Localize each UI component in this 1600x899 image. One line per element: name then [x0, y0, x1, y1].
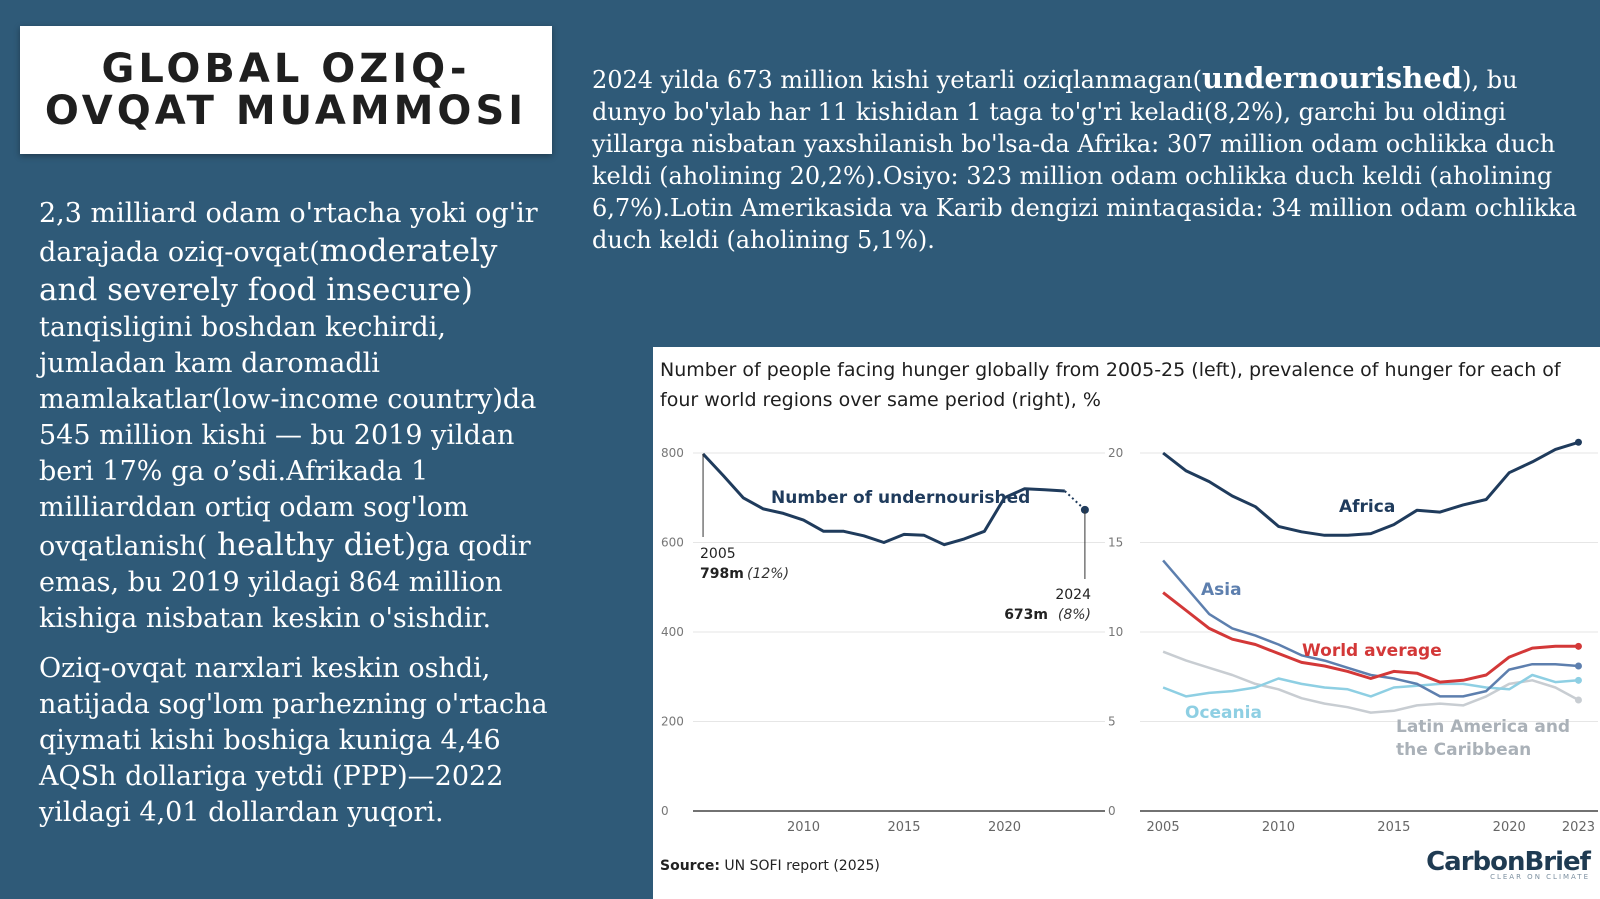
right-y-tick-label: 15 — [1108, 536, 1123, 550]
latin-america-series-label-line1: Latin America and — [1396, 717, 1570, 737]
annotation-2005-year: 2005 — [700, 546, 736, 562]
series-end-point — [1574, 438, 1582, 446]
series-end-point — [1574, 662, 1582, 670]
series-line-asia — [1162, 559, 1579, 698]
right-p-part1: 2024 yilda 673 million kishi yetarli ozi… — [592, 66, 1202, 94]
source-text: UN SOFI report (2025) — [719, 858, 880, 874]
right-x-tick-label: 2005 — [1147, 820, 1180, 835]
right-x-tick-label: 2015 — [1377, 820, 1410, 835]
series-line-world-average — [1162, 591, 1579, 684]
undernourished-series-label: Number of undernourished — [771, 488, 1030, 508]
left-p1-part2: moderately and severely food insecure) — [39, 233, 498, 308]
left-p1-part1: 2,3 milliard odam o'rtacha yoki og'ir da… — [39, 198, 538, 268]
left-paragraph-1: 2,3 milliard odam o'rtacha yoki og'ir da… — [39, 196, 559, 637]
title-card: GLOBAL OZIQ-OVQAT MUAMMOSI — [20, 26, 552, 154]
left-x-tick-label: 2010 — [787, 820, 820, 835]
right-y-tick-label: 5 — [1108, 715, 1116, 729]
series-line-oceania — [1162, 673, 1579, 698]
right-y-tick-label: 20 — [1108, 446, 1123, 460]
annotation-2024-pct: (8%) — [1058, 607, 1091, 623]
right-x-tick-label: 2020 — [1493, 820, 1526, 835]
chart-source: Source: UN SOFI report (2025) — [660, 858, 880, 874]
left-y-tick-label: 200 — [661, 715, 684, 729]
brand-tagline: CLEAR ON CLIMATE — [1490, 873, 1590, 881]
left-y-tick-label: 400 — [661, 625, 684, 639]
left-p1-part3: tanqisligini boshdan kechirdi, jumladan … — [39, 312, 537, 562]
series-end-point — [1574, 696, 1582, 704]
latin-america-series-label-line2: the Caribbean — [1396, 740, 1531, 760]
page-title: GLOBAL OZIQ-OVQAT MUAMMOSI — [44, 46, 528, 134]
brand-name: CarbonBrief — [1426, 847, 1591, 877]
series-line-africa — [1162, 440, 1579, 537]
left-paragraph-2: Oziq-ovqat narxlari keskin oshdi, natija… — [39, 653, 548, 828]
africa-series-label: Africa — [1339, 497, 1395, 517]
undernourished-line-projection — [1064, 490, 1086, 511]
left-text-column: 2,3 milliard odam o'rtacha yoki og'ir da… — [39, 196, 559, 845]
left-y-tick-label: 800 — [661, 446, 684, 460]
left-p1-part4: healthy diet) — [207, 527, 417, 563]
right-x-tick-label: 2023 — [1562, 820, 1595, 835]
left-p1-part5: ga qodir emas, bu 2019 yildagi 864 milli… — [39, 531, 531, 634]
left-x-tick-label: 2015 — [887, 820, 920, 835]
world-average-series-label: World average — [1302, 641, 1442, 661]
undernourished-line — [701, 452, 1065, 547]
series-line-latin-america-and-the-caribbean — [1162, 650, 1580, 714]
annotation-2005-value: 798m — [700, 566, 744, 582]
chart-title: Number of people facing hunger globally … — [660, 359, 1561, 411]
left-x-tick-label: 2020 — [988, 820, 1021, 835]
annotation-2005-pct: (12%) — [747, 566, 789, 582]
left-y-tick-label: 0 — [661, 804, 669, 818]
right-y-tick-label: 0 — [1108, 804, 1116, 818]
right-p-part2: ), bu dunyo bo'ylab har 11 kishidan 1 ta… — [592, 66, 1577, 254]
right-paragraph: 2024 yilda 673 million kishi yetarli ozi… — [592, 62, 1582, 256]
chart-panel: Number of people facing hunger globally … — [653, 347, 1600, 899]
series-end-point — [1574, 676, 1582, 684]
asia-series-label: Asia — [1201, 580, 1242, 600]
annotation-2024-value: 673m — [1004, 607, 1048, 623]
left-y-tick-label: 600 — [661, 536, 684, 550]
right-text-block: 2024 yilda 673 million kishi yetarli ozi… — [592, 62, 1582, 256]
oceania-series-label: Oceania — [1185, 703, 1262, 723]
right-y-tick-label: 10 — [1108, 625, 1123, 639]
right-p-bold: undernourished — [1201, 61, 1463, 95]
right-x-tick-label: 2010 — [1262, 820, 1295, 835]
carbonbrief-logo: CarbonBrief CLEAR ON CLIMATE — [1426, 847, 1591, 881]
annotation-2024-year: 2024 — [1055, 587, 1091, 603]
series-end-point — [1574, 642, 1582, 650]
source-label: Source: — [660, 858, 720, 874]
